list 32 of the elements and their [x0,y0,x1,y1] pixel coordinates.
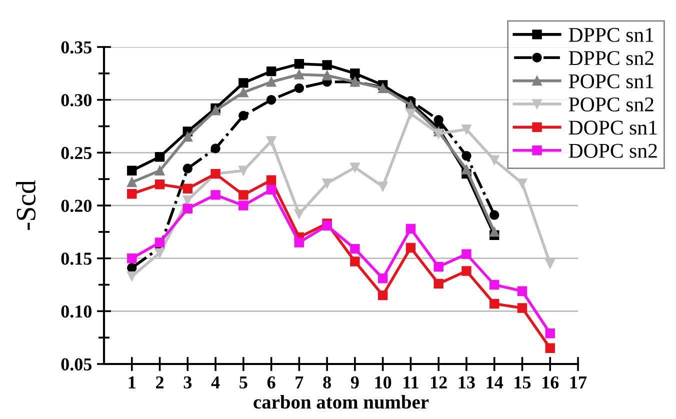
x-tick-label: 12 [431,376,447,388]
y-tick-label: 0.35 [61,41,92,54]
y-tick-label: 0.15 [61,252,92,265]
legend-label: DOPC sn2 [568,144,657,158]
x-tick-label: 4 [211,376,220,388]
x-tick-label: 5 [240,376,248,389]
x-tick-label: 17 [570,376,587,388]
x-tick-label: 9 [350,376,359,389]
legend-label: DPPC sn2 [568,51,654,66]
y-tick-label: 0.20 [61,200,92,212]
x-tick-label: 14 [486,376,504,388]
legend-label: POPC sn2 [568,97,654,112]
x-tick-label: 11 [404,376,418,388]
x-tick-label: 15 [514,376,531,389]
y-tick-label: 0.10 [61,305,92,318]
x-tick-label: 6 [267,376,276,389]
x-tick-label: 3 [184,376,192,389]
x-tick-label: 8 [323,376,331,389]
legend-label: DOPC sn1 [568,120,657,135]
x-axis-title: carbon atom number [254,394,429,409]
y-tick-label: 0.05 [61,358,92,371]
y-tick-label: 0.25 [61,146,92,160]
x-tick-label: 13 [458,376,475,389]
x-tick-label: 16 [542,376,559,389]
x-tick-label: 2 [156,376,164,388]
x-tick-label: 10 [375,376,392,389]
legend-label: POPC sn1 [568,74,654,88]
x-tick-label: 7 [296,376,304,388]
x-tick-label: 1 [128,376,136,388]
y-tick-label: 0.30 [61,94,92,106]
legend-label: DPPC sn1 [568,28,654,42]
y-axis-title: -Scd [16,180,36,230]
